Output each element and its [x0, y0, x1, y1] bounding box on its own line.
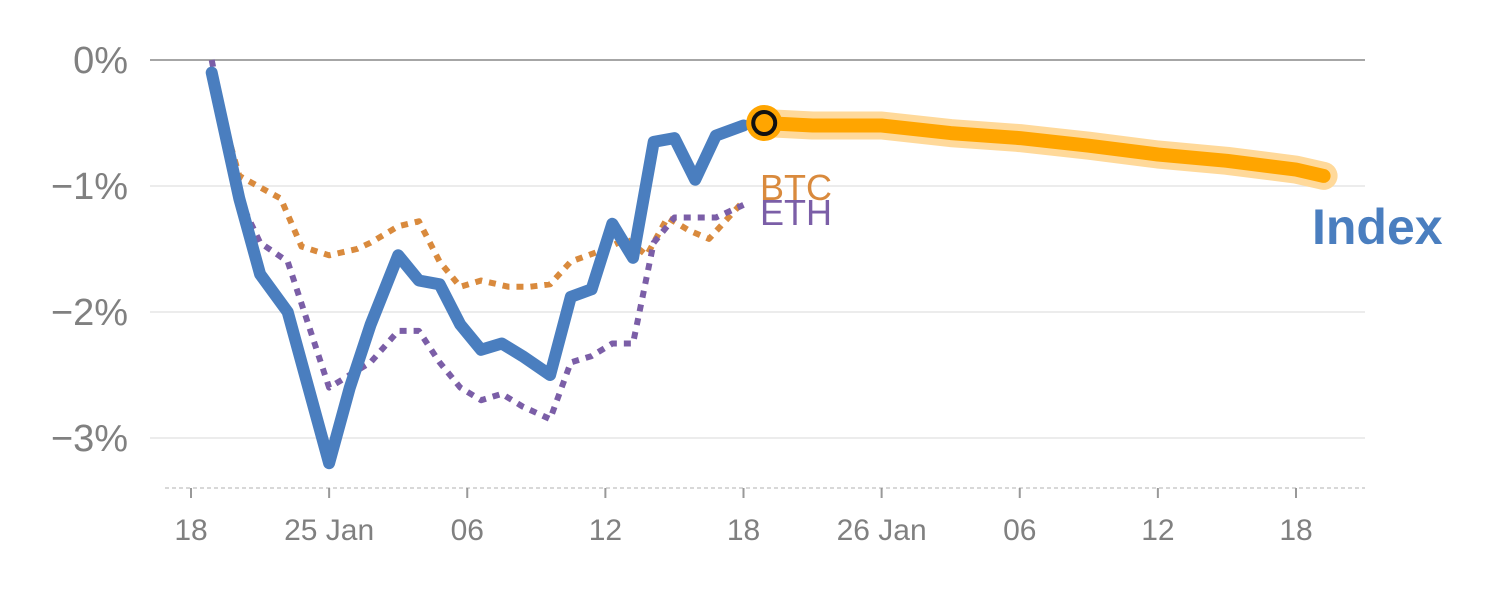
eth-line	[208, 59, 745, 423]
x-tick-label: 06	[1003, 514, 1036, 547]
x-tick-label: 26 Jan	[837, 514, 927, 547]
btc-line	[208, 78, 746, 290]
index-line	[205, 66, 750, 470]
x-tick-label: 12	[589, 514, 622, 547]
y-tick-label: −3%	[51, 418, 128, 460]
x-tick-label: 25 Jan	[284, 514, 374, 547]
y-tick-label: −1%	[51, 166, 128, 208]
series-lines	[205, 59, 1338, 470]
series-labels: BTC ETH Index	[760, 167, 1443, 255]
y-tick-label: −2%	[51, 292, 128, 334]
current-point-marker	[751, 110, 778, 136]
x-tick-label: 12	[1141, 514, 1174, 547]
y-axis-ticks: 0% −1% −2% −3%	[51, 40, 128, 460]
btc-series-label: BTC	[760, 167, 832, 208]
y-tick-label: 0%	[73, 40, 128, 82]
gridlines	[150, 59, 1365, 439]
eth-series-label: ETH	[760, 192, 832, 233]
marker-layer	[746, 105, 783, 141]
x-axis: 18 25 Jan 06 12 18 26 Jan 06 12 18	[165, 487, 1365, 547]
index-series-label: Index	[1312, 199, 1443, 255]
x-tick-label: 18	[174, 514, 207, 547]
x-tick-label: 06	[451, 514, 484, 547]
x-tick-label: 18	[1279, 514, 1312, 547]
index-projection-line	[757, 116, 1331, 183]
x-tick-label: 18	[727, 514, 760, 547]
